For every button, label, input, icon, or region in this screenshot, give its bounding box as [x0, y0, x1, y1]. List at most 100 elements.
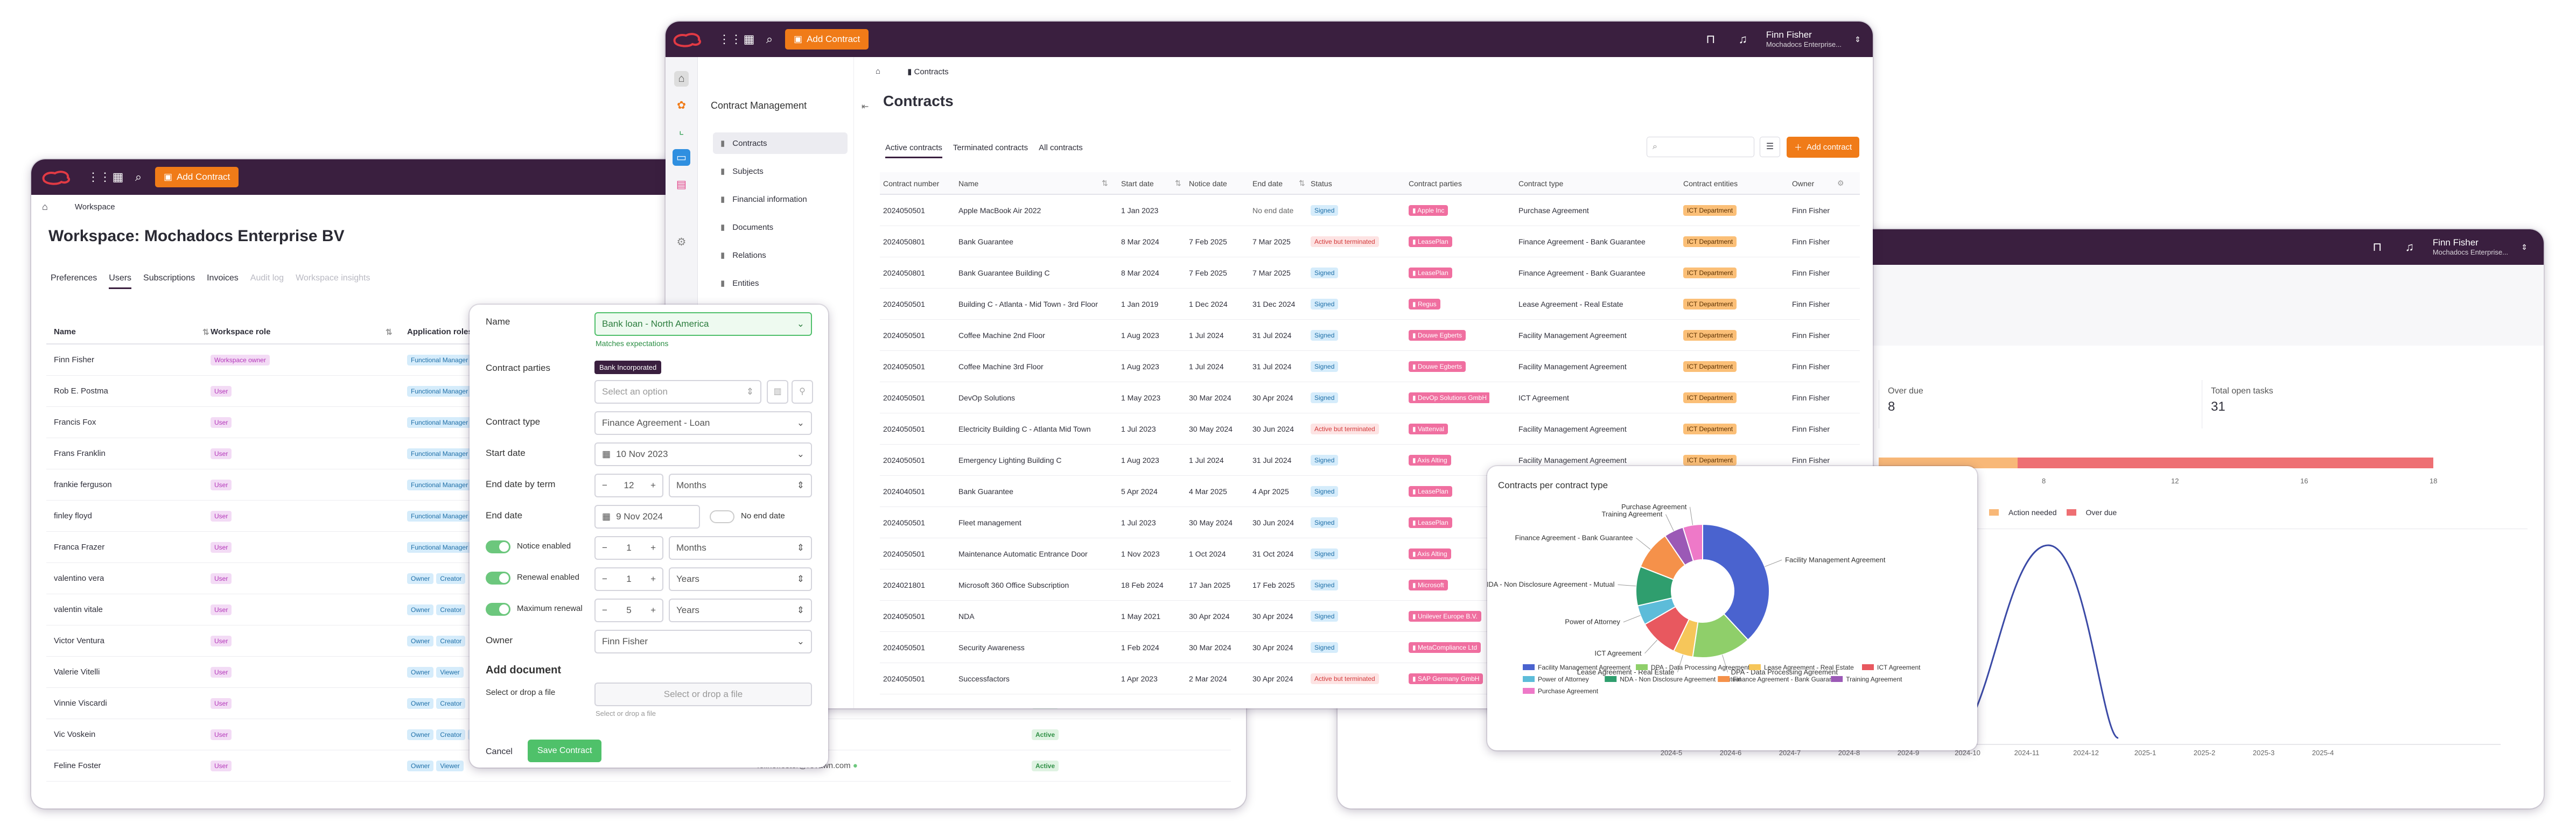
- apps-grid-icon[interactable]: ⋮⋮: [718, 32, 742, 46]
- term-stepper[interactable]: −12 +: [594, 474, 663, 497]
- sort-icon[interactable]: ⇅: [1102, 179, 1108, 187]
- header-name[interactable]: Name: [958, 179, 979, 188]
- add-contract-main-button[interactable]: ＋ Add contract: [1787, 137, 1860, 158]
- header-owner[interactable]: Owner: [1792, 179, 1815, 188]
- table-row[interactable]: 2024050501 Emergency Lighting Building C 1…: [880, 445, 1860, 476]
- tab-workspace-insights[interactable]: Workspace insights: [296, 273, 370, 283]
- plus-icon[interactable]: +: [650, 574, 656, 584]
- rail-contracts-icon[interactable]: ✿: [677, 100, 686, 111]
- sort-icon[interactable]: ⇅: [386, 328, 393, 337]
- calendar-icon[interactable]: ▦: [743, 32, 755, 46]
- contract-name[interactable]: Coffee Machine 3rd Floor: [958, 362, 1044, 371]
- table-row[interactable]: 2024050801 Bank Guarantee 8 Mar 2024 7 Feb …: [880, 226, 1860, 257]
- table-row[interactable]: 2024050501 Coffee Machine 2nd Floor 1 Aug …: [880, 320, 1860, 351]
- save-contract-button[interactable]: Save Contract: [528, 740, 602, 762]
- filter-button[interactable]: ☰: [1760, 137, 1780, 157]
- search-icon[interactable]: ⌕: [766, 32, 773, 46]
- chevron-updown-icon[interactable]: ⇕: [1854, 34, 1861, 44]
- contract-name[interactable]: Apple MacBook Air 2022: [958, 206, 1041, 215]
- settings-icon[interactable]: ⚙: [1837, 179, 1844, 187]
- notification-bell-icon[interactable]: ♫: [1738, 32, 1748, 46]
- sort-icon[interactable]: ⇅: [1299, 179, 1305, 187]
- tab-active-contracts[interactable]: Active contracts: [885, 143, 942, 158]
- header-end-date[interactable]: End date: [1252, 179, 1283, 188]
- nav-item-contracts[interactable]: ▮ Contracts: [713, 132, 848, 154]
- party-chip[interactable]: Bank Incorporated: [594, 361, 662, 374]
- search-input[interactable]: ⌕: [1647, 137, 1754, 157]
- rail-chart-icon[interactable]: ⌞: [678, 125, 684, 137]
- contract-name[interactable]: Security Awareness: [958, 643, 1025, 652]
- mochadocs-logo-icon[interactable]: [670, 30, 708, 48]
- header-contract-entities[interactable]: Contract entities: [1683, 179, 1738, 188]
- renewal-stepper[interactable]: −1 +: [594, 567, 663, 591]
- rail-document-icon[interactable]: ▤: [676, 179, 687, 191]
- header-start-date[interactable]: Start date: [1121, 179, 1154, 188]
- table-row[interactable]: 2024021801 Microsoft 360 Office Subscript…: [880, 569, 1860, 601]
- contract-name[interactable]: DevOp Solutions: [958, 393, 1016, 402]
- name-input[interactable]: Bank loan - North America ⌄: [594, 312, 812, 336]
- header-contract-parties[interactable]: Contract parties: [1409, 179, 1462, 188]
- breadcrumb-contracts[interactable]: ▮ Contracts: [907, 67, 949, 76]
- renewal-toggle[interactable]: [486, 572, 510, 585]
- plus-icon[interactable]: +: [650, 605, 656, 615]
- rail-settings-icon[interactable]: ⚙: [676, 236, 687, 248]
- tab-invoices[interactable]: Invoices: [207, 273, 239, 283]
- party-add-button[interactable]: ⚲: [792, 380, 813, 404]
- contract-name[interactable]: Coffee Machine 2nd Floor: [958, 330, 1045, 340]
- max-renewal-unit-select[interactable]: Years ⇕: [669, 599, 812, 622]
- contract-name[interactable]: Bank Guarantee: [958, 487, 1013, 496]
- nav-item-subjects[interactable]: ▮ Subjects: [720, 166, 764, 177]
- contract-name[interactable]: NDA: [958, 611, 975, 621]
- contract-type-select[interactable]: Finance Agreement - Loan ⌄: [594, 411, 812, 435]
- rail-folder-icon[interactable]: ▭: [673, 149, 690, 166]
- breadcrumb-workspace[interactable]: Workspace: [74, 202, 115, 212]
- notification-bell-icon[interactable]: ♫: [2405, 240, 2414, 254]
- tab-subscriptions[interactable]: Subscriptions: [143, 273, 195, 283]
- start-date-input[interactable]: ▦ 10 Nov 2023 ⌄: [594, 442, 812, 466]
- contract-name[interactable]: Bank Guarantee: [958, 237, 1013, 246]
- home-icon[interactable]: ⌂: [42, 201, 48, 212]
- sort-icon[interactable]: ⇅: [1175, 179, 1181, 187]
- search-icon[interactable]: ⌕: [135, 170, 142, 184]
- notice-stepper[interactable]: −1 +: [594, 536, 663, 560]
- bookmark-icon[interactable]: ⊓: [2372, 240, 2382, 254]
- collapse-icon[interactable]: ⇤: [862, 102, 869, 111]
- contract-name[interactable]: Bank Guarantee Building C: [958, 268, 1050, 277]
- contract-name[interactable]: Emergency Lighting Building C: [958, 455, 1062, 465]
- header-application-roles[interactable]: Application roles: [407, 327, 473, 336]
- table-row[interactable]: 2024050501 Apple MacBook Air 2022 1 Jan 20…: [880, 195, 1860, 226]
- notice-unit-select[interactable]: Months ⇕: [669, 536, 812, 560]
- nav-item-financial-information[interactable]: ▮ Financial information: [720, 194, 807, 205]
- table-row[interactable]: 2024050501 DevOp Solutions 1 May 2023 30 Ma…: [880, 382, 1860, 413]
- nav-item-relations[interactable]: ▮ Relations: [720, 250, 766, 261]
- contract-name[interactable]: Maintenance Automatic Entrance Door: [958, 549, 1088, 558]
- contract-name[interactable]: Building C - Atlanta - Mid Town - 3rd Fl…: [958, 299, 1098, 308]
- mochadocs-logo-icon[interactable]: [39, 168, 76, 186]
- owner-select[interactable]: Finn Fisher ⌄: [594, 630, 812, 653]
- user-menu[interactable]: Finn Fisher Mochadocs Enterprise...: [1766, 30, 1842, 49]
- contract-name[interactable]: Electricity Building C - Atlanta Mid Tow…: [958, 424, 1091, 433]
- header-name[interactable]: Name: [54, 327, 76, 336]
- max-renewal-stepper[interactable]: −5 +: [594, 599, 663, 622]
- pie-slice[interactable]: [1702, 523, 1770, 641]
- plus-icon[interactable]: +: [650, 480, 656, 490]
- table-row[interactable]: 2024050501 NDA 1 May 2021 30 Apr 2024 30 Apr…: [880, 601, 1860, 632]
- contract-parties-select[interactable]: Select an option ⇕: [594, 380, 761, 404]
- tab-preferences[interactable]: Preferences: [51, 273, 97, 283]
- plus-icon[interactable]: +: [650, 543, 656, 553]
- header-contract-number[interactable]: Contract number: [883, 179, 940, 188]
- add-contract-button[interactable]: ▣ Add Contract: [155, 167, 239, 187]
- minus-icon[interactable]: −: [602, 605, 607, 615]
- notice-toggle[interactable]: [486, 540, 510, 553]
- minus-icon[interactable]: −: [602, 480, 607, 490]
- contract-name[interactable]: Fleet management: [958, 518, 1021, 527]
- header-contract-type[interactable]: Contract type: [1518, 179, 1564, 188]
- header-status[interactable]: Status: [1311, 179, 1332, 188]
- calendar-icon[interactable]: ▦: [112, 170, 124, 184]
- party-detail-button[interactable]: ▥: [767, 380, 788, 404]
- tab-users[interactable]: Users: [109, 273, 132, 289]
- home-icon[interactable]: ⌂: [876, 67, 881, 76]
- contract-name[interactable]: Microsoft 360 Office Subscription: [958, 580, 1069, 589]
- table-row[interactable]: 2024050501 Electricity Building C - Atlan…: [880, 413, 1860, 445]
- tab-audit-log[interactable]: Audit log: [250, 273, 284, 283]
